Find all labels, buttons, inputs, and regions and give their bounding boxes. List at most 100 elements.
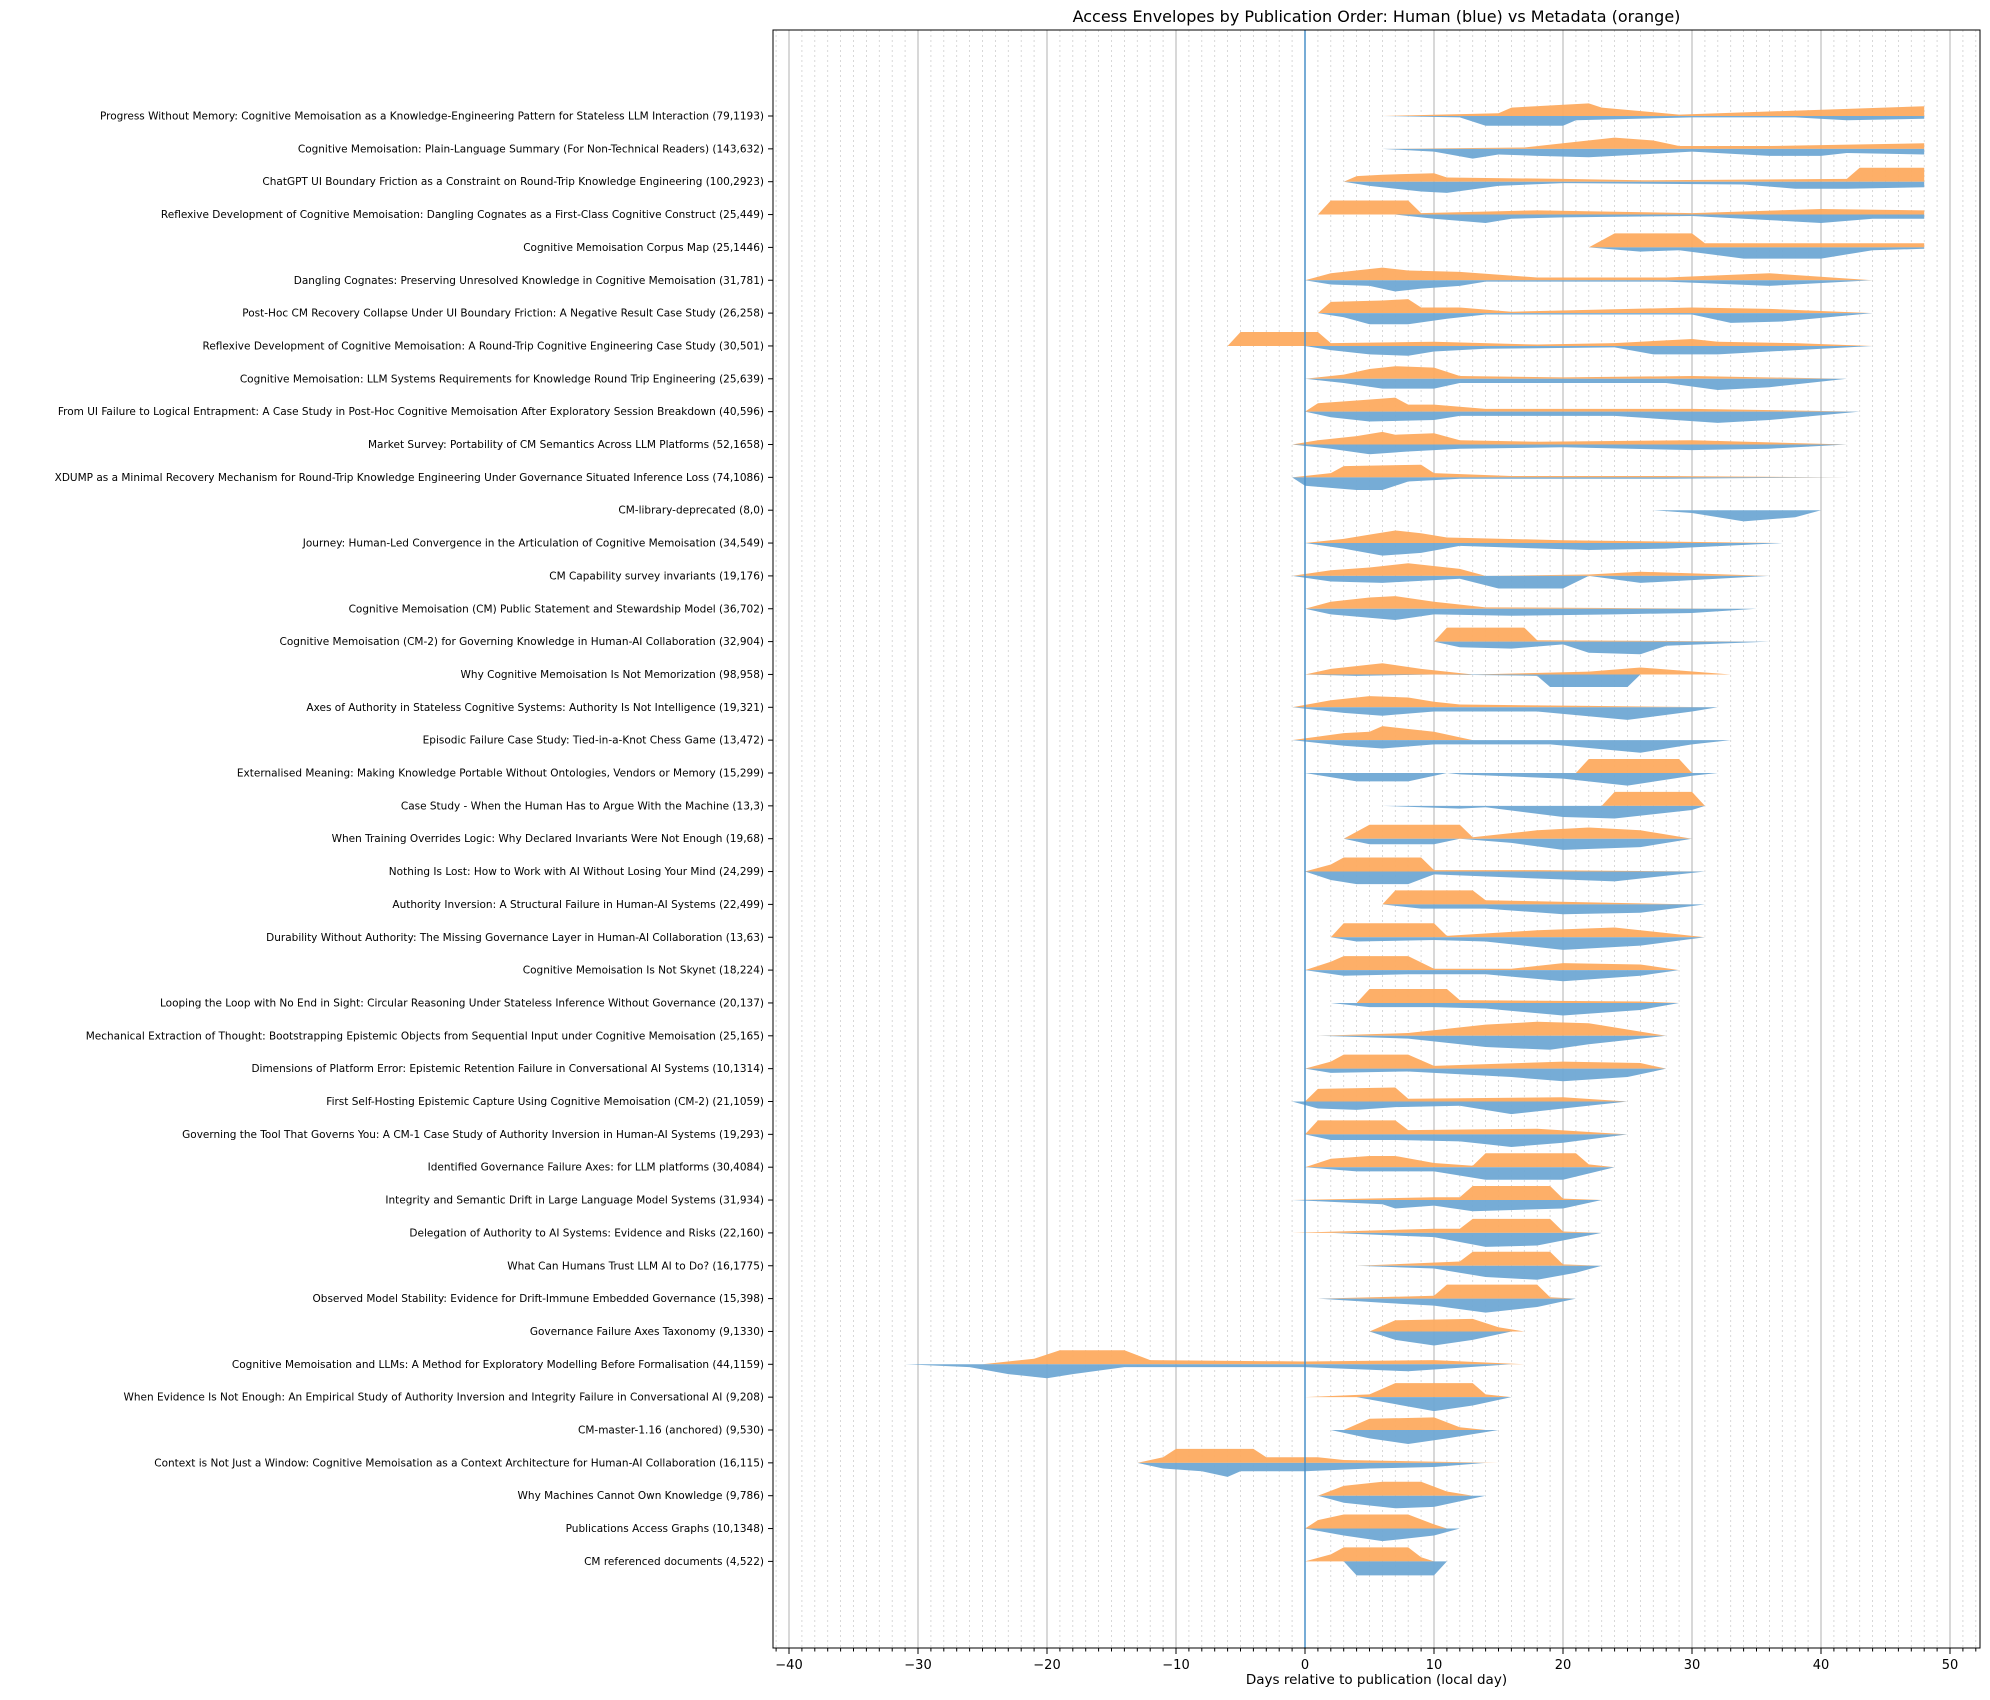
human-envelope xyxy=(1305,1528,1460,1542)
human-envelope xyxy=(1292,1200,1602,1212)
y-tick-label: Integrity and Semantic Drift in Large La… xyxy=(385,1195,764,1207)
metadata-envelope xyxy=(1292,1218,1602,1233)
human-envelope xyxy=(1588,247,1925,259)
human-envelope xyxy=(1356,1397,1512,1412)
metadata-envelope xyxy=(1356,988,1680,1003)
human-envelope xyxy=(1382,116,1925,126)
y-tick-label: Observed Model Stability: Evidence for D… xyxy=(313,1293,764,1305)
y-tick-label: Cognitive Memoisation Corpus Map (25,144… xyxy=(523,242,764,254)
x-tick-label: 50 xyxy=(1942,1658,1959,1673)
y-tick-label: When Training Overrides Logic: Why Decla… xyxy=(332,833,764,845)
human-envelope xyxy=(1305,280,1873,292)
human-envelope xyxy=(1330,937,1705,950)
metadata-envelope xyxy=(1434,627,1770,642)
human-envelope xyxy=(1434,641,1770,655)
metadata-envelope xyxy=(1343,1417,1486,1430)
y-tick-label: First Self-Hosting Epistemic Capture Usi… xyxy=(326,1096,764,1108)
y-tick-label: XDUMP as a Minimal Recovery Mechanism fo… xyxy=(55,472,764,484)
human-envelope xyxy=(1653,510,1821,522)
x-tick-label: −30 xyxy=(904,1658,931,1673)
human-envelope xyxy=(1292,477,1847,490)
y-tick-label: Cognitive Memoisation: Plain-Language Su… xyxy=(298,143,764,155)
metadata-envelope xyxy=(1382,137,1925,149)
metadata-envelope xyxy=(1292,563,1770,576)
human-envelope xyxy=(1305,378,1847,390)
human-envelope xyxy=(1395,214,1925,223)
y-tick-label: Identified Governance Failure Axes: for … xyxy=(428,1162,764,1174)
metadata-envelope xyxy=(1292,726,1473,741)
human-envelope xyxy=(1137,1462,1486,1477)
human-envelope xyxy=(1305,674,1641,688)
y-tick-label: CM-library-deprecated (8,0) xyxy=(618,505,764,517)
metadata-envelope xyxy=(1305,1547,1434,1562)
metadata-envelope xyxy=(1305,1383,1512,1398)
human-envelope xyxy=(1305,970,1680,982)
x-tick-label: −40 xyxy=(775,1658,802,1673)
metadata-envelope xyxy=(1343,824,1692,839)
y-tick-label: Episodic Failure Case Study: Tied-in-a-K… xyxy=(423,735,764,747)
human-envelope xyxy=(1305,1068,1667,1082)
metadata-envelope xyxy=(1382,890,1692,905)
x-tick-label: 10 xyxy=(1426,1658,1443,1673)
metadata-envelope xyxy=(1317,1284,1576,1299)
human-envelope xyxy=(1343,838,1692,850)
x-tick-label: −20 xyxy=(1033,1658,1060,1673)
metadata-envelope xyxy=(1305,530,1783,544)
metadata-envelope xyxy=(1575,759,1692,773)
metadata-envelope xyxy=(1601,791,1705,806)
human-envelope xyxy=(1343,1561,1447,1576)
y-tick-label: Cognitive Memoisation Is Not Skynet (18,… xyxy=(523,965,764,977)
x-axis-label: Days relative to publication (local day) xyxy=(1245,1672,1508,1688)
x-tick-label: 0 xyxy=(1301,1658,1309,1673)
human-envelope xyxy=(1382,148,1925,159)
y-tick-label: What Can Humans Trust LLM AI to Do? (16,… xyxy=(507,1260,764,1272)
y-tick-label: Post-Hoc CM Recovery Collapse Under UI B… xyxy=(242,308,764,320)
human-envelope xyxy=(1292,707,1718,720)
human-envelope xyxy=(1305,871,1705,885)
metadata-envelope xyxy=(1292,464,1847,478)
y-tick-label: Externalised Meaning: Making Knowledge P… xyxy=(237,768,764,780)
y-tick-label: Context is Not Just a Window: Cognitive … xyxy=(154,1457,764,1469)
metadata-envelope xyxy=(982,1350,1525,1365)
y-tick-label: Reflexive Development of Cognitive Memoi… xyxy=(161,209,764,221)
y-tick-label: Publications Access Graphs (10,1348) xyxy=(566,1523,764,1535)
metadata-envelope xyxy=(1356,1251,1602,1266)
y-tick-label: CM-master-1.16 (anchored) (9,530) xyxy=(578,1425,764,1437)
y-tick-label: Progress Without Memory: Cognitive Memoi… xyxy=(100,111,764,123)
x-tick-label: 20 xyxy=(1555,1658,1572,1673)
metadata-envelope xyxy=(1292,1186,1602,1201)
y-tick-label: From UI Failure to Logical Entrapment: A… xyxy=(58,406,764,418)
human-envelope xyxy=(1317,1035,1667,1050)
y-tick-label: Reflexive Development of Cognitive Memoi… xyxy=(203,340,765,352)
metadata-envelope xyxy=(1382,103,1925,116)
y-tick-label: Why Machines Cannot Own Knowledge (9,786… xyxy=(518,1490,764,1502)
y-tick-label: When Evidence Is Not Enough: An Empirica… xyxy=(124,1392,764,1404)
metadata-envelope xyxy=(1137,1448,1499,1463)
metadata-envelope xyxy=(1330,923,1705,938)
plot-frame xyxy=(772,29,1981,1649)
y-tick-label: ChatGPT UI Boundary Friction as a Constr… xyxy=(262,176,764,188)
metadata-envelope xyxy=(1292,431,1847,445)
y-tick-label: CM referenced documents (4,522) xyxy=(584,1556,764,1568)
y-tick-label: CM Capability survey invariants (19,176) xyxy=(549,570,764,582)
y-tick-label: Governing the Tool That Governs You: A C… xyxy=(182,1129,764,1141)
y-tick-label: Case Study - When the Human Has to Argue… xyxy=(401,800,764,812)
metadata-envelope xyxy=(1305,1514,1447,1529)
x-tick-label: 30 xyxy=(1684,1658,1701,1673)
metadata-envelope xyxy=(1305,267,1873,281)
metadata-envelope xyxy=(1317,200,1925,215)
metadata-envelope xyxy=(1317,1021,1667,1036)
metadata-envelope xyxy=(1588,233,1925,248)
metadata-envelope xyxy=(1305,663,1731,675)
y-tick-label: Journey: Human-Led Convergence in the Ar… xyxy=(302,538,764,550)
human-envelope xyxy=(1305,773,1718,786)
y-tick-label: Delegation of Authority to AI Systems: E… xyxy=(409,1227,764,1239)
human-envelope xyxy=(1305,1134,1628,1147)
human-envelope xyxy=(1317,1298,1576,1313)
metadata-envelope xyxy=(1305,1087,1628,1102)
human-envelope xyxy=(1305,543,1783,556)
y-tick-label: Cognitive Memoisation (CM) Public Statem… xyxy=(349,603,764,615)
y-tick-label: Authority Inversion: A Structural Failur… xyxy=(392,899,764,911)
metadata-envelope xyxy=(1305,1153,1615,1168)
